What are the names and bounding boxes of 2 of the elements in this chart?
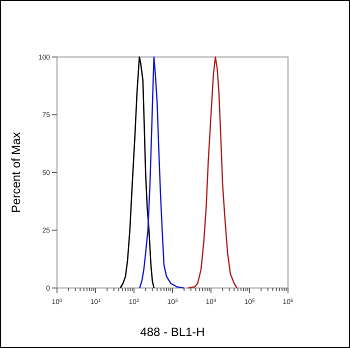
x-axis-title: 488 - BL1-H	[140, 325, 205, 339]
y-axis-title: Percent of Max	[9, 132, 23, 213]
